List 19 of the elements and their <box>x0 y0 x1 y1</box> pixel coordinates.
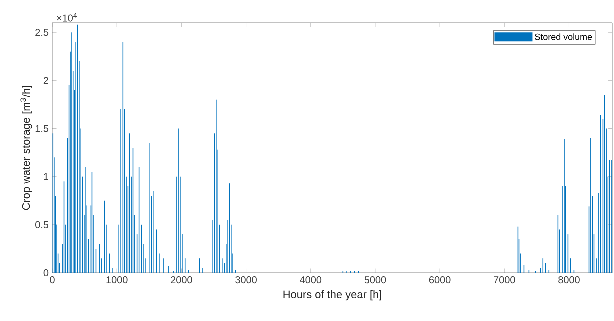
x-tick-label: 0 <box>50 276 55 284</box>
x-tick-label: 7000 <box>494 276 516 284</box>
x-tick-label: 3000 <box>236 276 257 284</box>
x-tick-label: 2000 <box>171 276 192 284</box>
text: ×10$^{4}$ <box>57 13 78 22</box>
x-tick-label: 8000 <box>558 276 580 284</box>
y-tick-label: 2.5 <box>36 29 49 36</box>
x-axis-title: Hours of the year [h] <box>284 290 382 301</box>
y-tick-label: 1 <box>44 173 48 180</box>
x-tick-label: 5000 <box>364 276 386 284</box>
y-tick-label: 0.5 <box>36 221 49 228</box>
y-tick-label: 1.5 <box>36 125 49 132</box>
x-tick-label: 1000 <box>106 276 128 284</box>
x-tick-label: 6000 <box>429 276 451 284</box>
x-tick-label: 4000 <box>300 276 322 284</box>
y-tick-label: 0 <box>44 269 49 277</box>
y-axis-title: Crop water storage [m$^{3}$/h] <box>20 86 32 210</box>
legend-label: Stored volume <box>535 34 592 40</box>
y-tick-label: 2 <box>44 77 48 84</box>
